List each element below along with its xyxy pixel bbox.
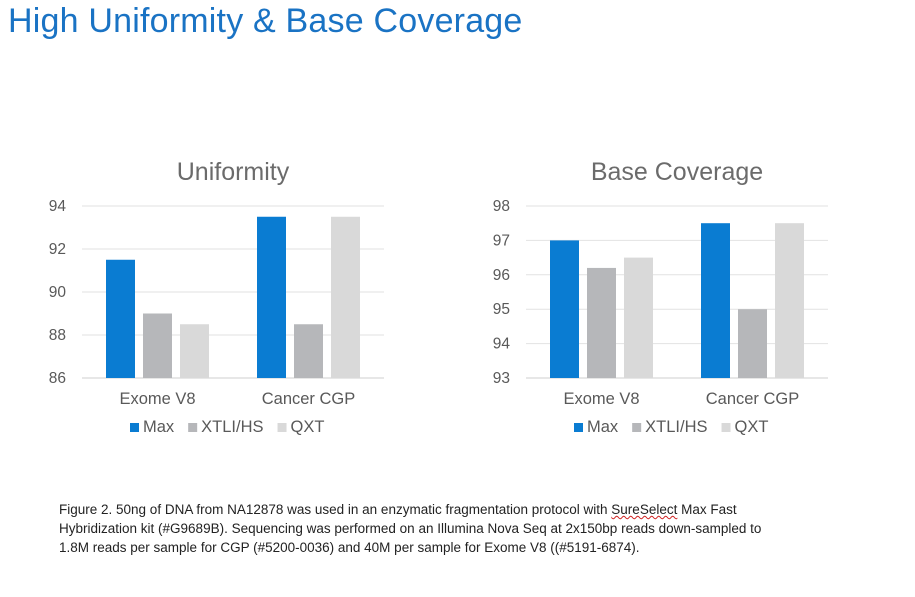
y-tick-label: 94 (493, 336, 511, 353)
y-tick-label: 97 (493, 232, 510, 249)
legend-swatch-xtli-hs (188, 423, 198, 432)
bar-max (106, 259, 135, 378)
figure-caption: Figure 2. 50ng of DNA from NA12878 was u… (59, 500, 779, 557)
category-label: Exome V8 (119, 390, 195, 408)
bar-xtli-hs (738, 309, 767, 378)
legend-label-xtli-hs: XTLI/HS (201, 418, 263, 436)
y-tick-label: 88 (49, 327, 66, 344)
caption-underlined-word: SureSelect (611, 502, 678, 517)
bar-max (257, 216, 286, 378)
legend-swatch-max (574, 423, 583, 432)
legend-label-max: Max (143, 418, 175, 436)
y-tick-label: 95 (493, 301, 510, 318)
bar-max (701, 223, 730, 378)
chart-title: Base Coverage (591, 158, 763, 186)
chart-title: Uniformity (177, 158, 290, 186)
y-tick-label: 90 (49, 284, 67, 301)
y-tick-label: 96 (493, 267, 510, 284)
legend-swatch-xtli-hs (632, 423, 642, 432)
bar-xtli-hs (143, 313, 172, 378)
slide-title: High Uniformity & Base Coverage (8, 2, 523, 40)
legend-label-qxt: QXT (291, 418, 325, 436)
bar-qxt (331, 216, 360, 378)
legend-label-qxt: QXT (735, 418, 769, 436)
y-tick-label: 93 (493, 370, 510, 387)
legend-swatch-qxt (721, 423, 731, 432)
y-tick-label: 98 (493, 198, 510, 215)
legend-swatch-max (130, 423, 139, 432)
bar-qxt (180, 324, 209, 378)
category-label: Cancer CGP (706, 390, 800, 408)
uniformity-chart: Uniformity 86 88 90 92 94 Exome V8 Cancer CGP Ma… (49, 158, 384, 436)
y-tick-label: 86 (49, 370, 66, 387)
bar-xtli-hs (587, 267, 616, 378)
bar-xtli-hs (294, 324, 323, 378)
caption-text-end: Max Fast Hybridization kit (#G9689B). Se… (59, 502, 762, 555)
y-tick-label: 92 (49, 241, 66, 258)
legend-label-max: Max (587, 418, 619, 436)
legend-swatch-qxt (277, 423, 287, 432)
category-label: Cancer CGP (262, 390, 356, 408)
category-label: Exome V8 (563, 390, 639, 408)
base-coverage-chart: Base Coverage 93 94 95 96 97 98 Exome V8 Cancer … (493, 158, 828, 436)
bar-max (550, 240, 579, 378)
caption-text-start: Figure 2. 50ng of DNA from NA12878 was u… (59, 502, 612, 517)
bar-qxt (624, 257, 653, 378)
bar-qxt (775, 223, 804, 378)
legend-label-xtli-hs: XTLI/HS (645, 418, 707, 436)
y-tick-label: 94 (49, 198, 67, 215)
